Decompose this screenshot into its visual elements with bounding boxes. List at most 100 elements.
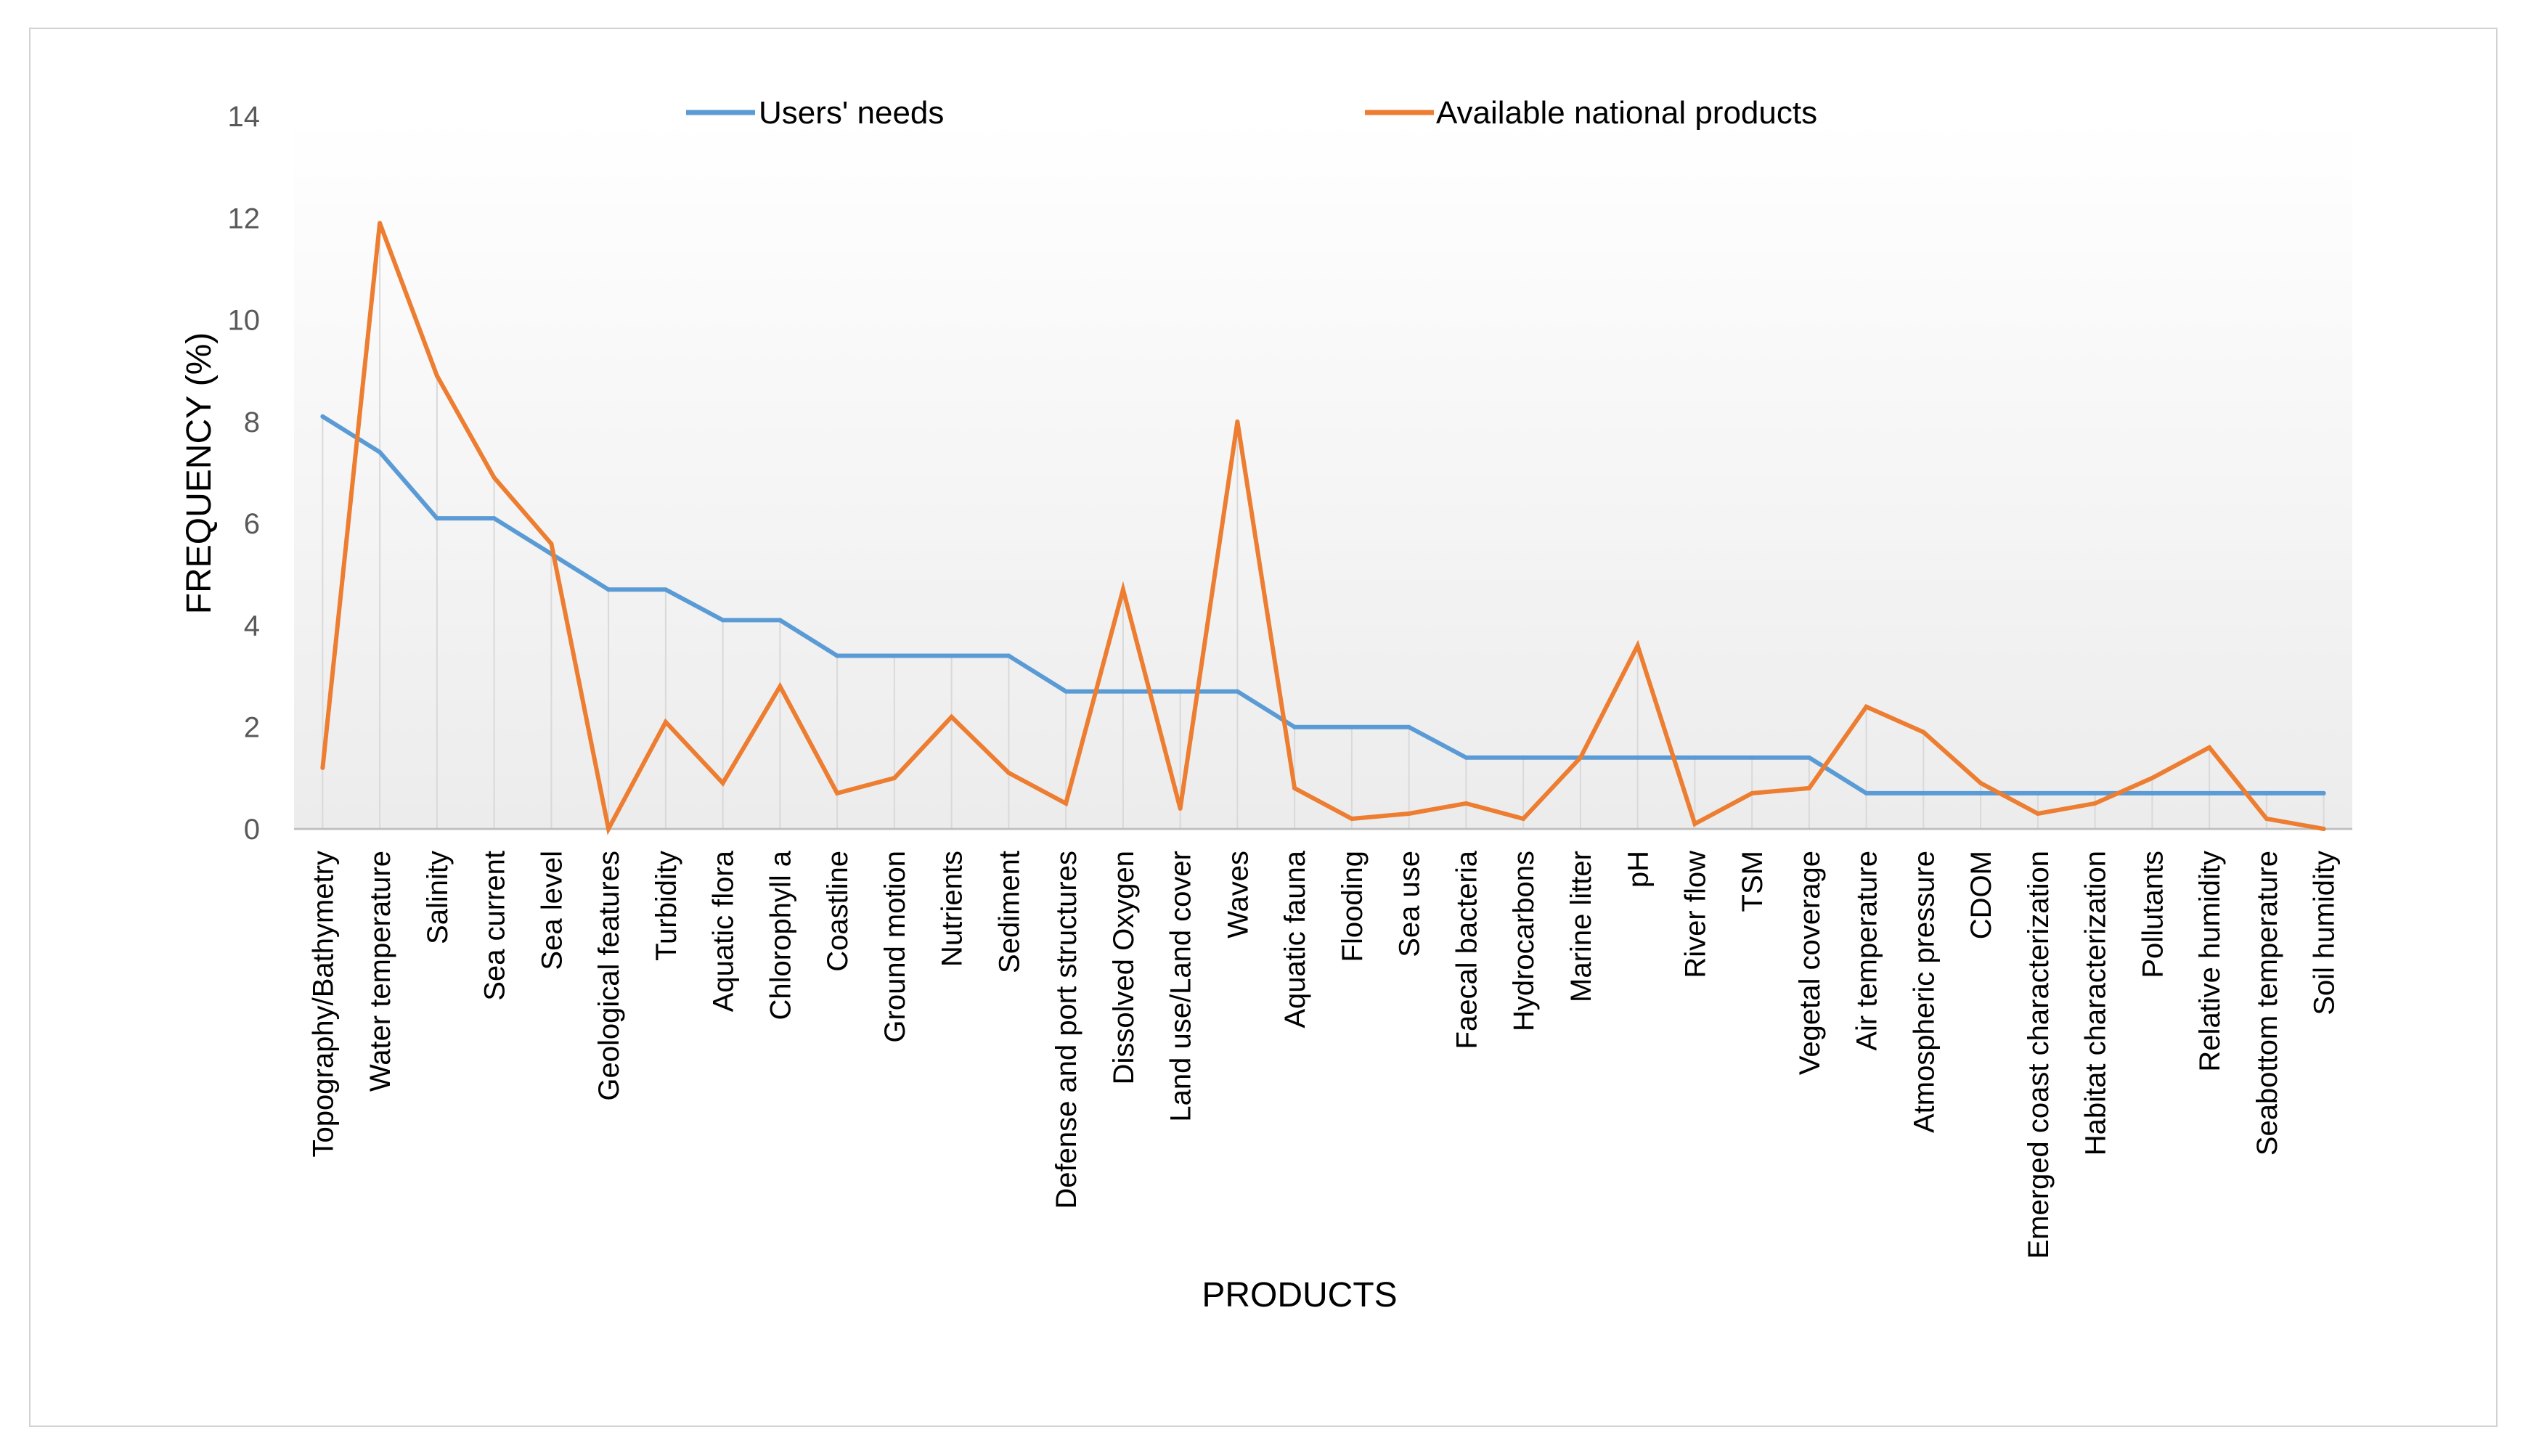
y-tick-label: 2 <box>244 712 260 744</box>
data-point-available-national-products <box>1006 770 1011 775</box>
data-point-available-national-products <box>1635 643 1640 648</box>
data-point-available-national-products <box>1235 419 1240 424</box>
data-point-available-national-products <box>1406 811 1411 816</box>
data-point-users-needs <box>1978 790 1983 796</box>
data-point-available-national-products <box>835 790 840 796</box>
data-point-users-needs <box>1806 755 1811 760</box>
x-category-label: TSM <box>1737 851 1769 912</box>
data-point-available-national-products <box>1864 704 1869 709</box>
data-point-available-national-products <box>1292 785 1297 790</box>
x-category-label: Chlorophyll a <box>764 850 796 1020</box>
legend-label-available-national-products: Available national products <box>1436 95 1817 131</box>
data-point-users-needs <box>720 618 725 623</box>
plot-area-background <box>294 116 2352 827</box>
data-point-available-national-products <box>1349 816 1354 821</box>
data-point-available-national-products <box>720 780 725 785</box>
x-category-label: Nutrients <box>937 851 969 967</box>
y-axis-ticks: 0 2 4 6 8 10 12 14 <box>228 101 261 846</box>
x-category-label: Seabottom temperature <box>2251 851 2283 1156</box>
data-point-users-needs <box>2092 790 2097 796</box>
x-category-label: Marine litter <box>1565 851 1597 1002</box>
data-point-users-needs <box>1921 790 1926 796</box>
data-point-users-needs <box>1692 755 1697 760</box>
series-line-users-needs <box>320 414 2326 796</box>
x-category-label: Defense and port structures <box>1051 851 1082 1209</box>
data-point-available-national-products <box>549 541 554 547</box>
data-point-users-needs <box>1750 755 1755 760</box>
data-point-users-needs <box>1006 653 1011 658</box>
data-point-available-national-products <box>2092 801 2097 806</box>
data-point-users-needs <box>1864 790 1869 796</box>
data-point-available-national-products <box>1921 729 1926 735</box>
data-point-available-national-products <box>1692 821 1697 826</box>
x-category-label: Sea current <box>479 851 511 1001</box>
data-point-users-needs <box>1349 724 1354 729</box>
x-category-label: Sea use <box>1394 851 1426 957</box>
data-point-available-national-products <box>1806 785 1811 790</box>
data-point-users-needs <box>378 449 383 454</box>
data-point-available-national-products <box>1750 790 1755 796</box>
x-category-label: Salinity <box>422 851 454 944</box>
data-point-users-needs <box>1235 689 1240 694</box>
data-point-available-national-products <box>1120 587 1125 592</box>
data-point-users-needs <box>2150 790 2155 796</box>
data-point-users-needs <box>606 587 611 592</box>
data-point-users-needs <box>1120 689 1125 694</box>
data-point-users-needs <box>1464 755 1469 760</box>
x-category-label: Vegetal coverage <box>1794 851 1826 1075</box>
series-lines <box>320 221 2326 835</box>
data-point-users-needs <box>1521 755 1526 760</box>
x-category-label: Aquatic fauna <box>1279 850 1311 1028</box>
x-category-label: Turbidity <box>651 851 682 961</box>
data-point-available-national-products <box>2321 827 2326 831</box>
x-category-label: Geological features <box>593 851 625 1101</box>
legend: Users' needs Available national products <box>686 95 1817 131</box>
x-category-label: Water temperature <box>364 851 396 1092</box>
data-point-users-needs <box>492 516 497 521</box>
data-point-available-national-products <box>378 221 383 226</box>
x-category-label: Habitat characterization <box>2080 851 2112 1156</box>
x-category-label: Aquatic flora <box>708 850 740 1012</box>
data-point-available-national-products <box>2150 775 2155 780</box>
data-point-users-needs <box>1064 689 1069 694</box>
data-point-users-needs <box>1406 724 1411 729</box>
x-category-label: Sediment <box>993 851 1025 973</box>
x-category-label: Dissolved Oxygen <box>1108 851 1140 1084</box>
data-point-users-needs <box>835 653 840 658</box>
data-point-available-national-products <box>1464 801 1469 806</box>
x-category-label: Flooding <box>1337 851 1369 962</box>
data-point-available-national-products <box>663 719 668 724</box>
data-point-users-needs <box>2207 790 2212 796</box>
data-point-users-needs <box>1178 689 1183 694</box>
data-point-available-national-products <box>1521 816 1526 821</box>
y-tick-label: 10 <box>228 305 261 337</box>
x-category-label: Faecal bacteria <box>1451 850 1483 1049</box>
x-category-label: Waves <box>1222 851 1254 938</box>
data-point-users-needs <box>1635 755 1640 760</box>
data-point-users-needs <box>778 618 783 623</box>
x-category-label: Soil humidity <box>2309 851 2341 1015</box>
data-point-available-national-products <box>2035 811 2040 816</box>
x-category-label: Emerged coast characterization <box>2023 851 2055 1259</box>
y-tick-label: 6 <box>244 508 260 540</box>
data-point-available-national-products <box>606 827 611 831</box>
data-point-available-national-products <box>2264 816 2269 821</box>
y-tick-label: 8 <box>244 406 260 438</box>
x-category-label: River flow <box>1679 851 1711 978</box>
x-category-label: Land use/Land cover <box>1165 851 1197 1122</box>
data-point-available-national-products <box>434 373 439 378</box>
series-line-available-national-products <box>320 222 2326 835</box>
data-point-available-national-products <box>2207 745 2212 750</box>
y-tick-label: 0 <box>244 814 260 846</box>
data-point-available-national-products <box>320 765 325 770</box>
y-axis-title: FREQUENCY (%) <box>180 332 219 614</box>
data-point-available-national-products <box>892 775 897 780</box>
x-axis-title: PRODUCTS <box>1202 1276 1397 1314</box>
y-tick-label: 12 <box>228 203 261 234</box>
data-point-users-needs <box>663 587 668 592</box>
x-category-label: Coastline <box>822 851 854 972</box>
data-point-users-needs <box>2264 790 2269 796</box>
data-point-users-needs <box>320 414 325 419</box>
data-point-users-needs <box>434 516 439 521</box>
data-point-users-needs <box>949 653 954 658</box>
